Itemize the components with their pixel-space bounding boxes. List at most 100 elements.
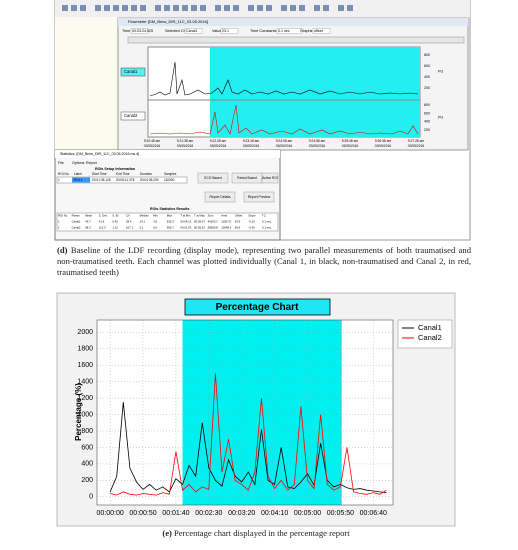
caption-text: Percentage chart displayed in the percen… [174, 528, 350, 538]
table-header: S. Er [112, 214, 118, 218]
stats-title: Statistics: [DM_Bmw_DIR_11C_03.05.2016.m… [60, 152, 139, 156]
menu-item: Options [72, 161, 85, 165]
button-label[interactable]: Report Details [210, 195, 231, 199]
table-header: Start Time [92, 172, 107, 176]
canal1-trace [149, 61, 419, 97]
y-tick-label: 1400 [77, 379, 93, 386]
field-value: Canal1 [186, 29, 197, 33]
field-label: Value [212, 29, 221, 33]
table-cell: ROI 1 [74, 178, 83, 182]
table-cell: 00:01:35.125 [92, 178, 111, 182]
table-header: T at Max [194, 214, 205, 218]
chart-title: Percentage Chart [216, 302, 299, 313]
table-cell: 41.9 [99, 220, 105, 224]
table-header: Median [140, 214, 150, 218]
y-tick-label: 1200 [77, 395, 93, 402]
table-header: Samples [164, 172, 177, 176]
button-label[interactable]: Report Preview [248, 195, 271, 199]
channel-box [120, 67, 146, 77]
table-cell: 43.7 [85, 220, 91, 224]
table-header: Sum [208, 214, 214, 218]
table-header: Min [153, 214, 158, 218]
caption-d: (d) Baseline of the LDF recording (displ… [57, 245, 471, 278]
time-label: 9:24:08 am [276, 139, 293, 143]
setup-table [56, 176, 188, 184]
field-box [130, 28, 149, 34]
date-label: 03/05/2016 [177, 144, 194, 148]
y-tick-label: 200 [81, 477, 93, 484]
y-tick-label: 400 [424, 75, 430, 79]
table-header: ROI No. [58, 214, 68, 218]
table-header: S. Dev [99, 214, 108, 218]
field-label: Time Constants [250, 29, 277, 33]
x-tick-label: 00:00:50 [129, 510, 156, 517]
table-cell: 63.9 [235, 220, 241, 224]
field-value: 0.1 sec [278, 29, 290, 33]
table-header: Mean [85, 214, 92, 218]
selected-cell [72, 177, 90, 183]
y-tick-label: 600 [424, 64, 430, 68]
time-label: 9:22:28 am [210, 139, 227, 143]
section-title: ROIs Statistics Results [150, 207, 189, 211]
table-cell: 00:04:13 [180, 220, 191, 224]
canal2-trace [149, 104, 419, 135]
table-header: CV [126, 214, 130, 218]
table-cell: 110500 [164, 178, 175, 182]
field-box [312, 28, 331, 34]
table-header: Label [74, 172, 82, 176]
table-header: Offset [235, 214, 243, 218]
unit-label: PU [438, 116, 444, 120]
field-box [184, 28, 203, 34]
y-tick-label: 1600 [77, 362, 93, 369]
table-cell: 112.3 [99, 226, 106, 230]
date-label: 03/05/2016 [408, 144, 425, 148]
table-cell: 00:06:11.375 [116, 178, 135, 182]
legend-label: Canal1 [418, 323, 442, 332]
field-label: Time [122, 29, 130, 33]
y-tick-label: 600 [81, 444, 93, 451]
stats-titlebar [55, 150, 280, 158]
table-cell: 11507.0 [221, 220, 231, 224]
field-value: 23.1 [222, 29, 229, 33]
table-cell: 00:01:53 [180, 226, 191, 230]
table-header: ROI No. [58, 172, 70, 176]
time-label: 9:23:18 am [243, 139, 260, 143]
date-label: 03/05/2016 [276, 144, 293, 148]
caption-text: Baseline of the LDF recording (display m… [57, 245, 471, 277]
button[interactable] [261, 172, 279, 184]
table-cell: 0.42 [112, 220, 118, 224]
channel-label: Canal1 [124, 69, 138, 74]
table-cell: 00:04:36.250 [140, 178, 159, 182]
table-cell: 0.0 [153, 226, 157, 230]
y-tick-label: 0 [89, 494, 93, 501]
table-cell: 1 [58, 178, 60, 182]
channel-label: Canal2 [124, 113, 138, 118]
button[interactable] [197, 172, 229, 184]
table-cell: 00:05:53 [194, 226, 205, 230]
menu-item: File [58, 161, 64, 165]
time-label: 9:26:38 am [375, 139, 392, 143]
button[interactable] [204, 191, 236, 203]
button-label[interactable]: Paired Based [237, 176, 257, 180]
date-label: 03/05/2016 [144, 144, 161, 148]
date-label: 03/05/2016 [243, 144, 260, 148]
button[interactable] [243, 191, 275, 203]
legend-box [397, 319, 453, 349]
table-header: Duration [140, 172, 152, 176]
table-cell: 1.12 [112, 226, 118, 230]
date-label: 03/05/2016 [210, 144, 227, 148]
date-label: 03/05/2016 [375, 144, 392, 148]
caption-label: (d) [57, 245, 68, 255]
button-label[interactable]: ECG Based [204, 176, 222, 180]
table-header: End Time [116, 172, 130, 176]
channel-box [120, 111, 146, 121]
table-cell: 0.1 sec [262, 220, 272, 224]
y-tick-label: 800 [424, 53, 430, 57]
time-label: 9:21:38 am [177, 139, 194, 143]
table-header: Area [221, 214, 227, 218]
y-tick-label: 200 [424, 86, 430, 90]
chart-title-box [184, 298, 331, 316]
button-label[interactable]: Active ROI [262, 176, 278, 180]
